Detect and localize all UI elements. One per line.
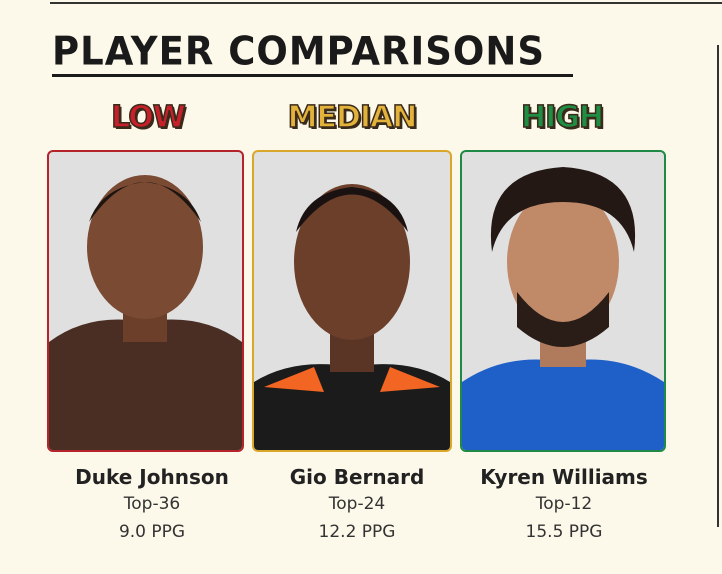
- photo-placeholder: [254, 184, 450, 450]
- player-rank: Top-36: [123, 494, 181, 514]
- title: PLAYER COMPARISONS: [52, 28, 545, 75]
- player-name: Duke Johnson: [75, 465, 229, 489]
- photo-placeholder: [49, 175, 242, 450]
- tier-label: MEDIAN: [287, 99, 418, 136]
- tier-label: HIGH: [520, 99, 605, 136]
- player-name: Kyren Williams: [480, 465, 648, 489]
- player-ppg: 15.5 PPG: [525, 522, 603, 542]
- player-name: Gio Bernard: [289, 465, 425, 489]
- title-underline: [52, 74, 573, 77]
- photo-placeholder: [462, 167, 664, 450]
- player-rank: Top-12: [535, 494, 593, 514]
- player-photo: [460, 150, 666, 452]
- tier-label: LOW: [110, 99, 186, 136]
- player-rank: Top-24: [328, 494, 386, 514]
- side-rule: [717, 45, 719, 527]
- player-photo: [252, 150, 452, 452]
- player-ppg: 12.2 PPG: [318, 522, 396, 542]
- top-rule: [50, 2, 722, 4]
- player-photo: [47, 150, 244, 452]
- player-ppg: 9.0 PPG: [118, 522, 186, 542]
